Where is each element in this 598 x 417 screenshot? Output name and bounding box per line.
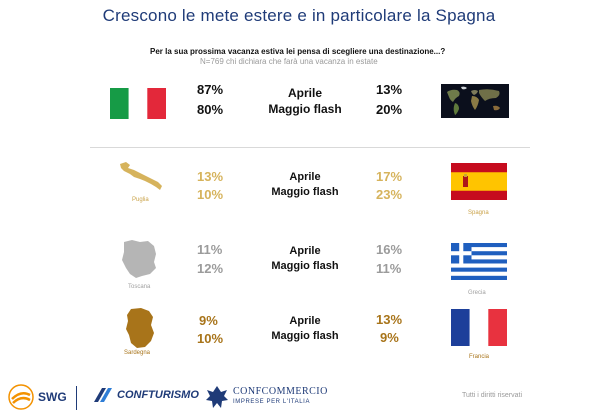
confcommercio-logo-text: CONFCOMMERCIO	[233, 386, 328, 397]
italy-flag	[110, 88, 166, 119]
francia-percent-may: 9%	[380, 330, 399, 345]
puglia-label: Puglia	[132, 197, 149, 203]
spagna-percent-may: 23%	[376, 187, 403, 202]
puglia-map-icon	[120, 162, 162, 190]
rights-reserved-note: Tutti i diritti riservati	[462, 392, 523, 399]
confturismo-logo: CONFTURISMO	[92, 384, 199, 406]
toscana-percent-may: 12%	[197, 261, 224, 276]
swg-logo-text: SWG	[38, 390, 67, 404]
confcommercio-logo-subtitle: IMPRESE PER L'ITALIA	[233, 399, 311, 405]
sample-note: N=769 chi dichiara che farà una vacanza …	[200, 57, 378, 66]
world-map-icon	[441, 84, 509, 118]
survey-question: Per la sua prossima vacanza estiva lei p…	[150, 47, 446, 56]
abroad-percent-may: 20%	[376, 102, 403, 117]
puglia-percent-april: 13%	[197, 169, 224, 184]
grecia-label: Grecia	[468, 290, 486, 296]
period-may-flash: Maggio flash	[271, 330, 339, 342]
sardegna-percent-april: 9%	[199, 313, 218, 328]
period-april: Aprile	[289, 245, 321, 257]
sardegna-percent-may: 10%	[197, 331, 224, 346]
confturismo-logo-text: CONFTURISMO	[117, 389, 199, 401]
france-flag	[451, 309, 507, 346]
swg-logo-icon	[8, 384, 34, 410]
puglia-percent-may: 10%	[197, 187, 224, 202]
confturismo-logo-icon	[94, 388, 112, 402]
italy-percent-april: 87%	[197, 82, 224, 97]
francia-percent-april: 13%	[376, 312, 403, 327]
toscana-percent-april: 11%	[197, 242, 223, 257]
spagna-label: Spagna	[468, 210, 489, 216]
period-may-flash: Maggio flash	[271, 260, 339, 272]
swg-logo: SWG	[8, 384, 67, 410]
abroad-percent-april: 13%	[376, 82, 403, 97]
period-april: Aprile	[289, 171, 321, 183]
grecia-percent-april: 16%	[376, 242, 403, 257]
footer-separator	[76, 386, 77, 410]
sardegna-label: Sardegna	[124, 350, 151, 356]
greece-flag	[451, 243, 507, 280]
spain-flag	[451, 163, 507, 200]
francia-label: Francia	[469, 354, 490, 360]
period-may-flash: Maggio flash	[268, 102, 342, 116]
sardegna-map-icon	[126, 308, 154, 348]
period-april: Aprile	[287, 86, 322, 100]
toscana-label: Toscana	[128, 284, 151, 290]
period-april: Aprile	[289, 315, 321, 327]
toscana-map-icon	[122, 240, 156, 278]
slide-title: Crescono le mete estere e in particolare…	[102, 6, 496, 25]
italy-percent-may: 80%	[197, 102, 224, 117]
confcommercio-emblem-icon	[206, 386, 228, 408]
confcommercio-logo: CONFCOMMERCIO IMPRESE PER L'ITALIA	[205, 384, 328, 410]
spagna-percent-april: 17%	[376, 169, 403, 184]
grecia-percent-may: 11%	[376, 261, 402, 276]
section-divider	[90, 147, 530, 148]
period-may-flash: Maggio flash	[271, 186, 339, 198]
